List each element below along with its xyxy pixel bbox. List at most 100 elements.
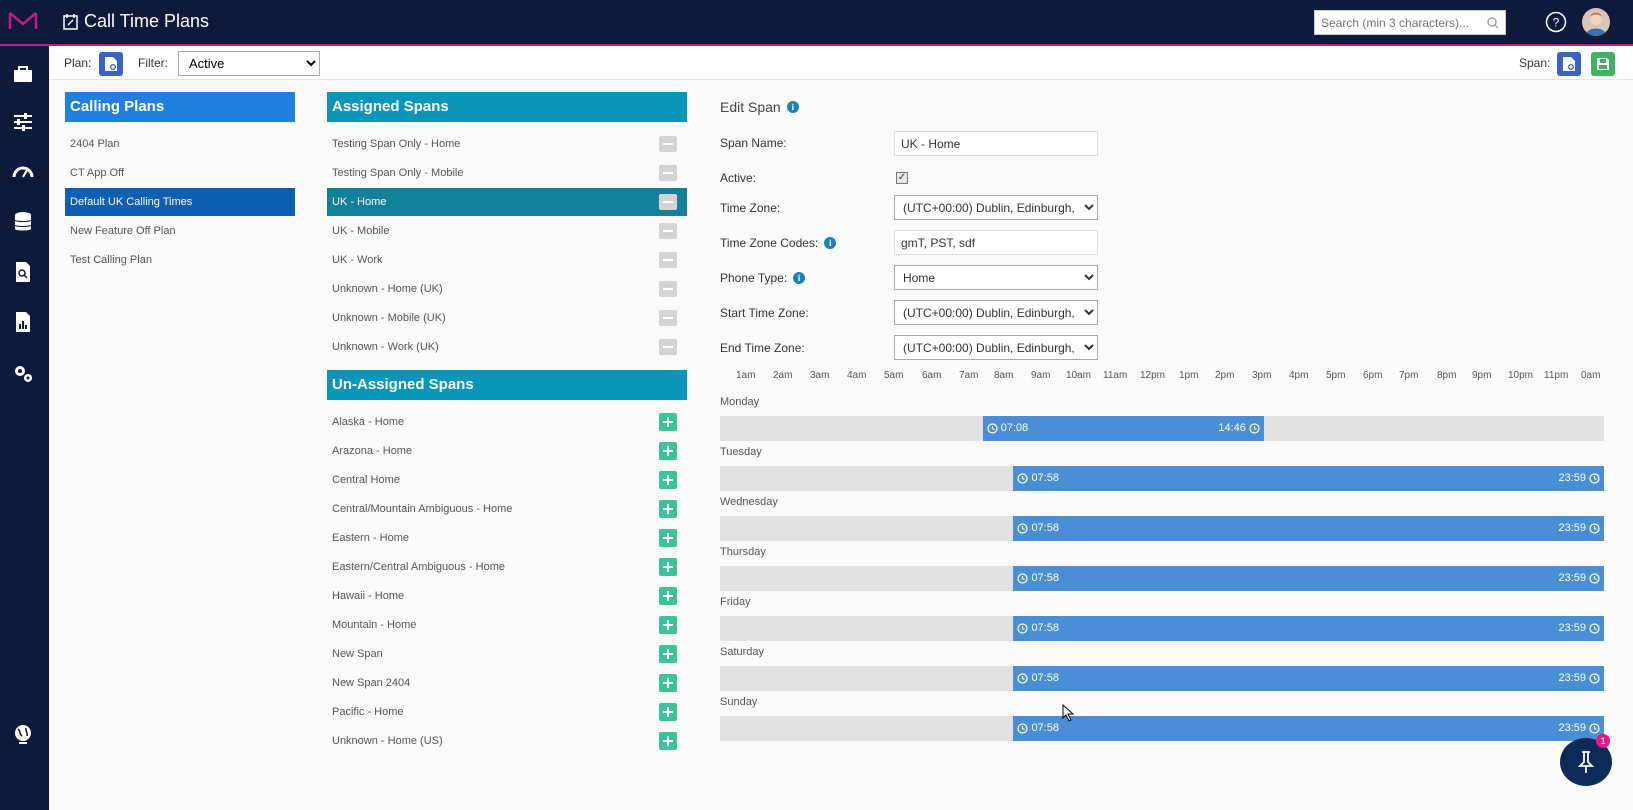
help-icon[interactable]: ? — [1545, 11, 1567, 33]
globe-icon[interactable] — [11, 722, 35, 746]
end-tz-select[interactable]: (UTC+00:00) Dublin, Edinburgh, — [894, 335, 1098, 360]
assigned-span-item[interactable]: Unknown - Mobile (UK) — [327, 304, 687, 332]
span-start-time[interactable]: 07:58 — [1017, 472, 1059, 484]
add-span-button[interactable] — [659, 413, 677, 431]
unassigned-span-item[interactable]: Alaska - Home — [327, 408, 687, 436]
time-span-bar[interactable]: 07:58 23:59 — [1013, 516, 1604, 541]
add-span-button[interactable] — [659, 471, 677, 489]
sliders-icon[interactable] — [11, 110, 35, 134]
time-span-bar[interactable]: 07:58 23:59 — [1013, 466, 1604, 491]
day-track[interactable]: 07:58 23:59 — [720, 566, 1604, 591]
calling-plan-item[interactable]: Test Calling Plan — [70, 254, 152, 266]
day-track[interactable]: 07:58 23:59 — [720, 466, 1604, 491]
assigned-span-item[interactable]: Testing Span Only - Mobile — [327, 159, 687, 187]
add-span-button[interactable] — [659, 529, 677, 547]
search-icon[interactable] — [1487, 16, 1499, 29]
span-name-input[interactable] — [894, 131, 1098, 156]
unassigned-span-item[interactable]: Central Home — [327, 466, 687, 494]
calling-plan-item[interactable]: 2404 Plan — [70, 138, 120, 150]
assigned-span-item[interactable]: UK - Mobile — [327, 217, 687, 245]
span-end-time[interactable]: 23:59 — [1558, 572, 1600, 584]
unassigned-span-item[interactable]: Unknown - Home (US) — [327, 727, 687, 755]
assigned-span-item[interactable]: Testing Span Only - Home — [327, 130, 687, 158]
span-start-time[interactable]: 07:58 — [1017, 672, 1059, 684]
brand-logo-icon[interactable] — [8, 10, 38, 32]
remove-span-button[interactable] — [659, 223, 677, 239]
remove-span-button[interactable] — [659, 252, 677, 268]
span-end-time[interactable]: 14:46 — [1218, 422, 1260, 434]
remove-span-button[interactable] — [659, 165, 677, 181]
add-span-button[interactable] — [659, 645, 677, 663]
assigned-span-item[interactable]: Unknown - Work (UK) — [327, 333, 687, 361]
add-span-button[interactable] — [659, 442, 677, 460]
save-span-button[interactable] — [1591, 52, 1615, 76]
unassigned-span-item[interactable]: Pacific - Home — [327, 698, 687, 726]
span-end-time[interactable]: 23:59 — [1558, 672, 1600, 684]
add-span-button[interactable] — [659, 703, 677, 721]
day-track[interactable]: 07:58 23:59 — [720, 616, 1604, 641]
add-span-button[interactable] — [659, 558, 677, 576]
span-start-time[interactable]: 07:58 — [1017, 522, 1059, 534]
add-span-button[interactable] — [659, 732, 677, 750]
unassigned-span-item[interactable]: Hawaii - Home — [327, 582, 687, 610]
add-span-button[interactable] — [659, 674, 677, 692]
document-search-icon[interactable] — [11, 260, 35, 284]
search-box[interactable] — [1314, 10, 1506, 35]
day-track[interactable]: 07:58 23:59 — [720, 666, 1604, 691]
time-span-bar[interactable]: 07:58 23:59 — [1013, 666, 1604, 691]
remove-span-button[interactable] — [659, 281, 677, 297]
span-start-time[interactable]: 07:08 — [987, 422, 1028, 434]
unassigned-span-item[interactable]: New Span 2404 — [327, 669, 687, 697]
assigned-span-item-selected[interactable]: UK - Home — [327, 188, 687, 216]
unassigned-span-item[interactable]: New Span — [327, 640, 687, 668]
briefcase-icon[interactable] — [11, 62, 35, 86]
time-span-bar[interactable]: 07:58 23:59 — [1013, 566, 1604, 591]
day-track[interactable]: 07:08 14:46 — [720, 416, 1604, 441]
start-tz-select[interactable]: (UTC+00:00) Dublin, Edinburgh, — [894, 300, 1098, 325]
info-icon[interactable]: i — [824, 237, 837, 249]
info-icon[interactable]: i — [786, 101, 799, 113]
user-avatar[interactable] — [1582, 8, 1610, 36]
remove-span-button[interactable] — [659, 194, 677, 210]
remove-span-button[interactable] — [659, 339, 677, 355]
new-span-button[interactable] — [1557, 52, 1581, 76]
time-zone-select[interactable]: (UTC+00:00) Dublin, Edinburgh, — [894, 195, 1098, 220]
add-span-button[interactable] — [659, 500, 677, 518]
settings-gears-icon[interactable] — [11, 362, 35, 386]
add-span-button[interactable] — [659, 616, 677, 634]
calling-plan-item[interactable]: New Feature Off Plan — [70, 225, 176, 237]
active-checkbox[interactable]: ✓ — [896, 172, 908, 184]
span-start-time[interactable]: 07:58 — [1017, 722, 1059, 734]
assigned-span-item[interactable]: UK - Work — [327, 246, 687, 274]
add-span-button[interactable] — [659, 587, 677, 605]
time-span-bar[interactable]: 07:08 14:46 — [982, 416, 1264, 441]
day-track[interactable]: 07:58 23:59 — [720, 516, 1604, 541]
span-end-time[interactable]: 23:59 — [1558, 472, 1600, 484]
unassigned-span-item[interactable]: Eastern - Home — [327, 524, 687, 552]
tz-codes-input[interactable] — [894, 230, 1098, 255]
span-end-time[interactable]: 23:59 — [1558, 722, 1600, 734]
day-track[interactable]: 07:58 23:59 — [720, 716, 1604, 741]
phone-type-select[interactable]: Home — [894, 265, 1098, 290]
unassigned-span-item[interactable]: Mountain - Home — [327, 611, 687, 639]
calling-plan-item-selected[interactable]: Default UK Calling Times — [65, 188, 295, 216]
filter-select[interactable]: Active — [178, 51, 320, 76]
unassigned-span-item[interactable]: Eastern/Central Ambiguous - Home — [327, 553, 687, 581]
time-span-bar[interactable]: 07:58 23:59 — [1013, 716, 1604, 741]
report-chart-icon[interactable] — [11, 310, 35, 334]
new-plan-button[interactable] — [99, 52, 123, 76]
remove-span-button[interactable] — [659, 136, 677, 152]
time-span-bar[interactable]: 07:58 23:59 — [1013, 616, 1604, 641]
span-end-time[interactable]: 23:59 — [1558, 622, 1600, 634]
span-end-time[interactable]: 23:59 — [1558, 522, 1600, 534]
span-start-time[interactable]: 07:58 — [1017, 622, 1059, 634]
calling-plan-item[interactable]: CT App Off — [70, 167, 125, 179]
remove-span-button[interactable] — [659, 310, 677, 326]
unassigned-span-item[interactable]: Arazona - Home — [327, 437, 687, 465]
info-icon[interactable]: i — [793, 272, 806, 284]
unassigned-span-item[interactable]: Central/Mountain Ambiguous - Home — [327, 495, 687, 523]
assigned-span-item[interactable]: Unknown - Home (UK) — [327, 275, 687, 303]
span-start-time[interactable]: 07:58 — [1017, 572, 1059, 584]
database-icon[interactable] — [11, 210, 35, 234]
dashboard-gauge-icon[interactable] — [11, 160, 35, 184]
